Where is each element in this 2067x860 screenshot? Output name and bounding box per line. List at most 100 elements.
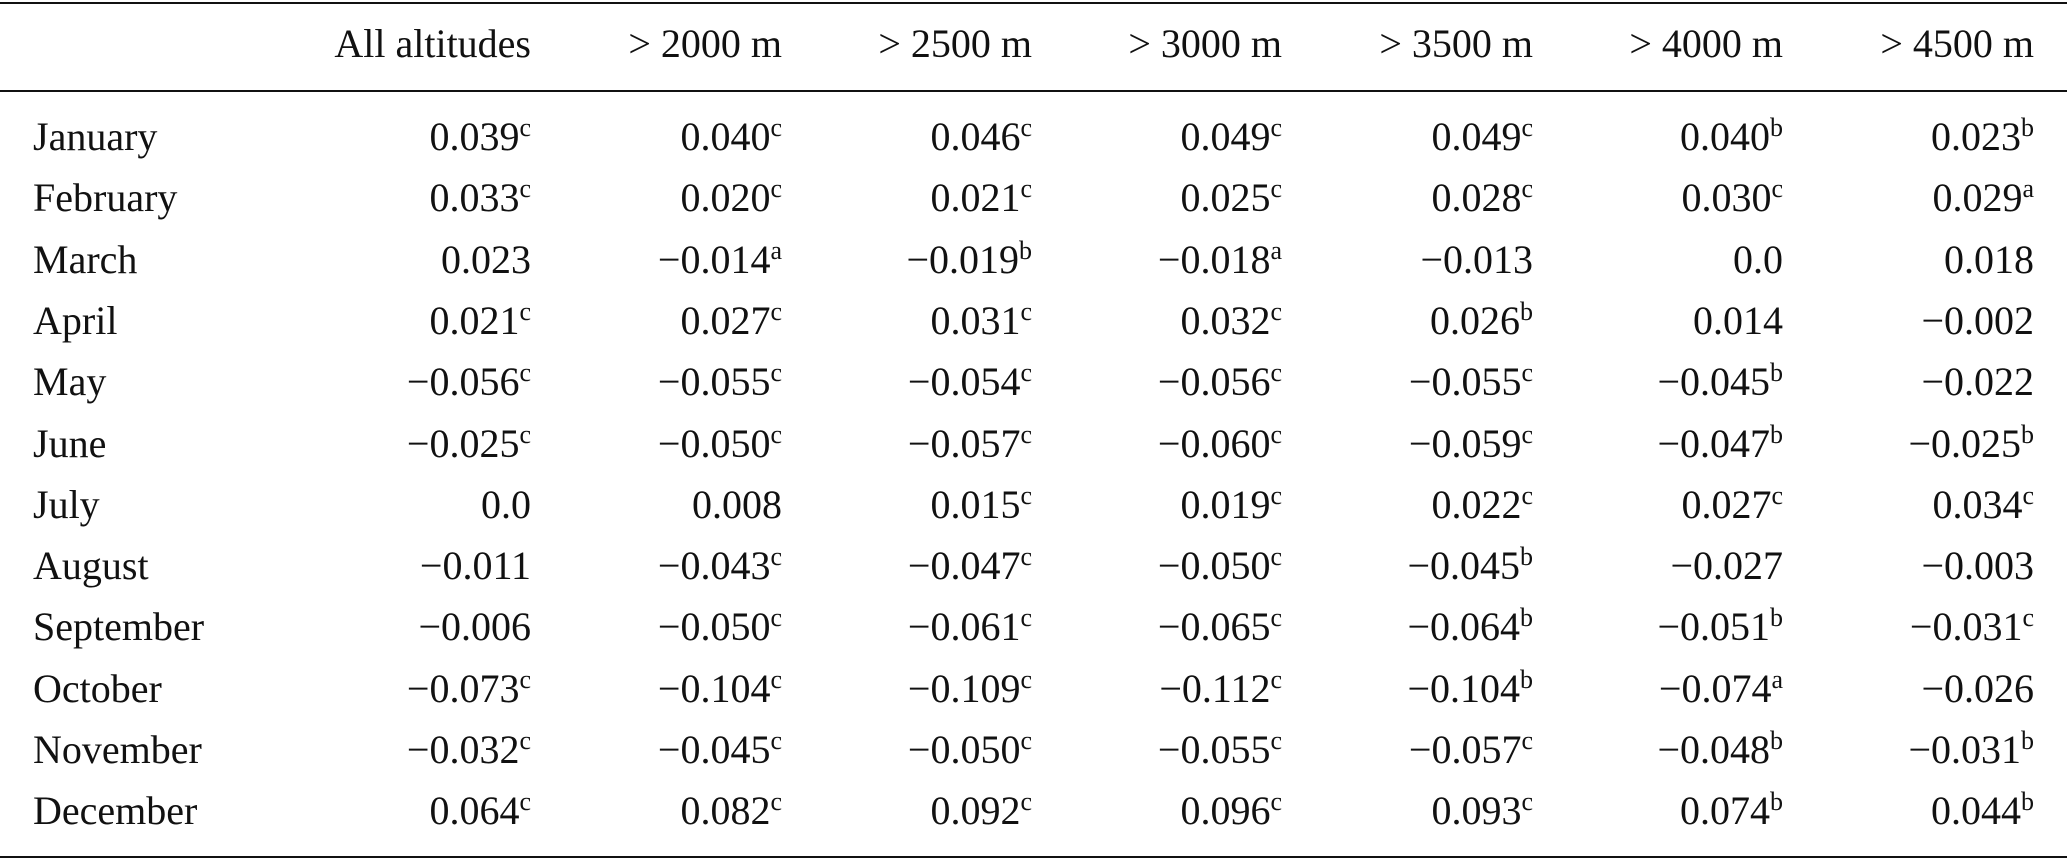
table-cell: 0.046c: [930, 113, 1032, 161]
table-cell: 0.022c: [1431, 481, 1533, 529]
cell-value: −0.104: [1407, 665, 1520, 711]
table-cell: −0.043c: [658, 542, 782, 590]
table-cell: −0.054c: [908, 358, 1032, 406]
cell-value: −0.047: [1657, 420, 1770, 466]
significance-mark: c: [1020, 419, 1032, 449]
significance-mark: a: [1270, 235, 1282, 265]
row-label: November: [33, 727, 202, 772]
table-cell: −0.025b: [1908, 420, 2034, 468]
significance-mark: c: [519, 726, 531, 755]
significance-mark: b: [1770, 726, 1783, 755]
top-rule: [0, 2, 2067, 4]
significance-mark: c: [1270, 174, 1282, 204]
table-cell: 0.034c: [1932, 481, 2034, 529]
cell-value: −0.055: [1157, 727, 1271, 772]
significance-mark: c: [1521, 787, 1533, 817]
table-cell: 0.096c: [1180, 787, 1282, 835]
cell-value: 0.082: [680, 788, 771, 834]
cell-value: 0.040: [1680, 114, 1770, 159]
cell-value: −0.057: [907, 420, 1021, 466]
significance-mark: c: [1521, 726, 1533, 755]
column-header: > 2000 m: [628, 21, 782, 66]
cell-value: −0.019: [906, 236, 1019, 282]
row-label: August: [33, 543, 149, 589]
cell-value: −0.055: [657, 359, 771, 405]
cell-value: 0.015: [930, 481, 1021, 527]
table-cell: −0.026: [1921, 665, 2034, 713]
cell-value: −0.073: [406, 665, 520, 711]
cell-value: 0.023: [1931, 114, 2021, 159]
cell-value: −0.112: [1159, 665, 1271, 711]
significance-mark: c: [1270, 603, 1282, 633]
table-cell: 0.0: [481, 481, 531, 529]
significance-mark: c: [1521, 480, 1533, 510]
table-cell: 0.025c: [1180, 174, 1282, 222]
table-cell: −0.025c: [407, 420, 531, 468]
table-cell: 0.049c: [1180, 113, 1282, 161]
table-cell: −0.006: [418, 603, 531, 651]
table-cell: 0.049c: [1431, 113, 1533, 161]
significance-mark: b: [1770, 603, 1783, 633]
significance-mark: b: [1520, 664, 1533, 694]
table-cell: −0.032c: [407, 726, 531, 774]
table-cell: −0.061c: [908, 603, 1032, 651]
significance-mark: b: [1770, 358, 1783, 388]
cell-value: 0.074: [1680, 788, 1770, 834]
table-cell: 0.019c: [1180, 481, 1282, 529]
cell-value: −0.045: [657, 727, 771, 772]
cell-value: −0.013: [1420, 236, 1533, 282]
cell-value: −0.059: [1408, 420, 1522, 466]
table-cell: −0.055c: [1409, 358, 1533, 406]
column-header: > 4500 m: [1880, 21, 2034, 66]
table-cell: −0.047c: [908, 542, 1032, 590]
table-cell: −0.073c: [407, 665, 531, 713]
cell-value: −0.048: [1657, 727, 1770, 772]
significance-mark: b: [1520, 542, 1533, 572]
significance-mark: c: [519, 358, 531, 388]
cell-value: −0.022: [1921, 359, 2034, 405]
table-cell: 0.027c: [1681, 481, 1783, 529]
cell-value: −0.051: [1657, 604, 1770, 650]
cell-value: −0.045: [1407, 543, 1520, 589]
significance-mark: c: [2022, 480, 2034, 510]
table-cell: 0.029a: [1932, 174, 2034, 222]
table-cell: −0.014a: [658, 236, 782, 284]
table-cell: 0.014: [1693, 297, 1783, 345]
significance-mark: b: [1770, 113, 1783, 142]
cell-value: −0.050: [657, 420, 771, 466]
cell-value: 0.022: [1431, 481, 1522, 527]
table-cell: 0.074b: [1680, 787, 1783, 835]
significance-mark: b: [1019, 235, 1032, 265]
cell-value: 0.033: [429, 175, 520, 221]
cell-value: −0.074: [1658, 665, 1772, 711]
row-label: January: [33, 114, 158, 159]
significance-mark: c: [1521, 419, 1533, 449]
table-cell: −0.112c: [1159, 665, 1282, 713]
cell-value: −0.011: [419, 543, 531, 589]
cell-value: 0.0: [481, 481, 531, 527]
row-label: June: [33, 420, 107, 466]
significance-mark: b: [1770, 787, 1783, 817]
cell-value: 0.021: [429, 297, 520, 343]
cell-value: 0.039: [429, 114, 520, 159]
table-cell: −0.045c: [658, 726, 782, 774]
cell-value: 0.049: [1180, 114, 1271, 159]
table-cell: 0.031c: [930, 297, 1032, 345]
table-cell: −0.060c: [1158, 420, 1282, 468]
cell-value: 0.026: [1430, 297, 1520, 343]
significance-mark: c: [770, 542, 782, 572]
table-cell: −0.048b: [1657, 726, 1783, 774]
cell-value: 0.021: [930, 175, 1021, 221]
column-header: > 4000 m: [1629, 21, 1783, 66]
cell-value: −0.025: [1908, 420, 2021, 466]
table-cell: 0.026b: [1430, 297, 1533, 345]
cell-value: −0.043: [657, 543, 771, 589]
table-cell: −0.051b: [1657, 603, 1783, 651]
significance-mark: c: [1020, 174, 1032, 204]
table-cell: 0.093c: [1431, 787, 1533, 835]
cell-value: −0.006: [418, 604, 531, 650]
table-cell: 0.023b: [1931, 113, 2034, 161]
table-cell: −0.057c: [908, 420, 1032, 468]
cell-value: 0.029: [1932, 175, 2023, 221]
significance-mark: c: [770, 664, 782, 694]
